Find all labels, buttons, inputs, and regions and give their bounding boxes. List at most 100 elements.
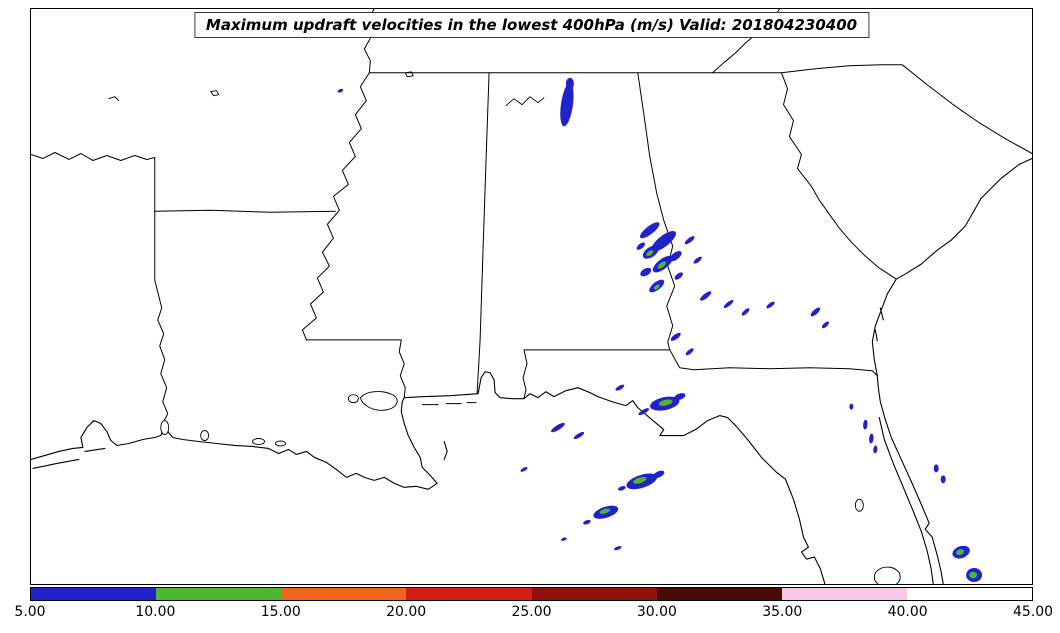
colorbar-segment-35-40 — [781, 588, 907, 600]
updraft-blob-blue — [869, 433, 874, 444]
colorbar-tick: 30.00 — [636, 604, 677, 620]
barrier-islands-tx — [32, 447, 106, 469]
updraft-blob-blue — [651, 231, 677, 252]
updraft-blob-green — [646, 250, 654, 257]
border-ga-fl — [669, 349, 878, 377]
updraft-blob-blue — [669, 251, 682, 262]
updraft-blob-blue — [618, 486, 626, 491]
colorbar-tick: 20.00 — [386, 604, 427, 620]
updraft-blob-blue — [520, 466, 528, 472]
updraft-blob-green — [969, 571, 978, 579]
barrier-islands-ms — [421, 402, 477, 406]
small-lake-mark-1 — [108, 96, 120, 102]
updraft-blob-blue — [685, 348, 694, 356]
updraft-blob-blue — [640, 222, 660, 239]
colorbar-tick: 15.00 — [260, 604, 301, 620]
sabine-lake — [160, 420, 170, 435]
florida-lake-north — [854, 498, 864, 512]
updraft-blob-blue — [561, 537, 567, 541]
updraft-blob-blue — [614, 546, 622, 551]
coastline — [31, 157, 1032, 584]
gulf-coast — [31, 371, 826, 584]
border-mississippi-river — [301, 9, 375, 341]
updraft-blob-green — [956, 549, 965, 556]
florida-lagoon — [878, 417, 934, 584]
colorbar-tick: 25.00 — [511, 604, 552, 620]
updraft-blob-blue — [766, 301, 775, 309]
calcasieu-lake — [200, 430, 210, 441]
map-plot-area: Maximum updraft velocities in the lowest… — [30, 8, 1033, 585]
colorbar-segment-10-15 — [156, 588, 282, 600]
border-ar-la — [154, 209, 336, 213]
lake-pontchartrain — [359, 391, 398, 411]
updraft-blob-blue — [640, 267, 652, 277]
colorbar-segment-40-45 — [906, 588, 1032, 600]
border-ga-sc — [781, 72, 897, 280]
colorbar-segment-15-20 — [281, 588, 407, 600]
updraft-blob-blue — [940, 475, 946, 484]
small-lake-mark-2 — [210, 90, 220, 97]
border-nc-sc — [781, 64, 1032, 154]
updraft-blob-blue — [873, 445, 878, 454]
updraft-blob-blue — [673, 393, 686, 401]
colorbar-tick: 45.00 — [1012, 604, 1054, 620]
updraft-blob-blue — [863, 419, 868, 430]
colorbar — [30, 587, 1033, 601]
updraft-blob-green — [657, 261, 666, 269]
tennessee-river — [505, 96, 545, 107]
updraft-blob-blue — [653, 470, 665, 479]
colorbar-tick: 35.00 — [762, 604, 803, 620]
colorbar-segment-5-10 — [31, 588, 157, 600]
border-la-ms — [305, 339, 406, 399]
updraft-blob-blue — [821, 321, 830, 329]
updraft-blob-blue — [670, 332, 681, 341]
updraft-blob-blue — [573, 431, 585, 440]
georgia-sea-islands — [874, 307, 884, 342]
updraft-blob-blue — [565, 77, 574, 90]
updraft-blob-blue — [741, 308, 750, 316]
updraft-blob-blue — [933, 464, 939, 473]
updraft-blob-green — [653, 284, 660, 290]
border-al-ga-fl — [522, 72, 676, 400]
colorbar-tick: 5.00 — [14, 604, 46, 620]
updraft-blob-blue — [337, 88, 344, 93]
updraft-blob-blue — [583, 519, 591, 525]
updraft-blob-blue — [699, 291, 712, 301]
updraft-blob-blue — [551, 422, 565, 433]
colorbar-segment-20-25 — [406, 588, 532, 600]
atlantic-coast — [871, 157, 1032, 584]
updraft-blob-blue — [810, 307, 821, 317]
rivers — [108, 71, 545, 107]
colorbar-segment-25-30 — [531, 588, 657, 600]
florida-lake-south — [873, 566, 901, 584]
state-boundaries — [31, 9, 1032, 423]
grand-lake — [252, 438, 265, 445]
plot-title: Maximum updraft velocities in the lowest… — [193, 12, 870, 38]
small-lake-mark-3 — [404, 71, 414, 78]
updraft-blob-blue — [638, 408, 650, 416]
white-lake — [275, 440, 286, 447]
updraft-regions — [337, 77, 983, 583]
updraft-blob-blue — [723, 299, 734, 308]
border-ms-al — [476, 72, 490, 395]
chandeleur-islands — [443, 440, 448, 460]
updraft-blob-blue — [674, 272, 683, 280]
map-svg — [31, 9, 1032, 584]
updraft-blob-green — [658, 399, 673, 406]
updraft-blob-blue — [636, 242, 646, 250]
updraft-blob-blue — [560, 82, 574, 127]
lakes — [160, 391, 901, 584]
lake-maurepas — [347, 394, 359, 404]
colorbar-tick-labels: 5.00 10.00 15.00 20.00 25.00 30.00 35.00 40.00 4… — [14, 604, 1053, 622]
colorbar-segment-30-35 — [656, 588, 782, 600]
colorbar-tick: 10.00 — [135, 604, 176, 620]
updraft-blob-blue — [849, 403, 854, 410]
updraft-blob-green — [599, 508, 611, 514]
border-tx-ok-ar — [31, 152, 156, 212]
border-tx-la — [154, 210, 169, 423]
colorbar-tick: 40.00 — [887, 604, 928, 620]
updraft-blob-blue — [693, 256, 702, 264]
updraft-blob-blue — [615, 384, 625, 391]
updraft-blob-blue — [684, 236, 695, 245]
